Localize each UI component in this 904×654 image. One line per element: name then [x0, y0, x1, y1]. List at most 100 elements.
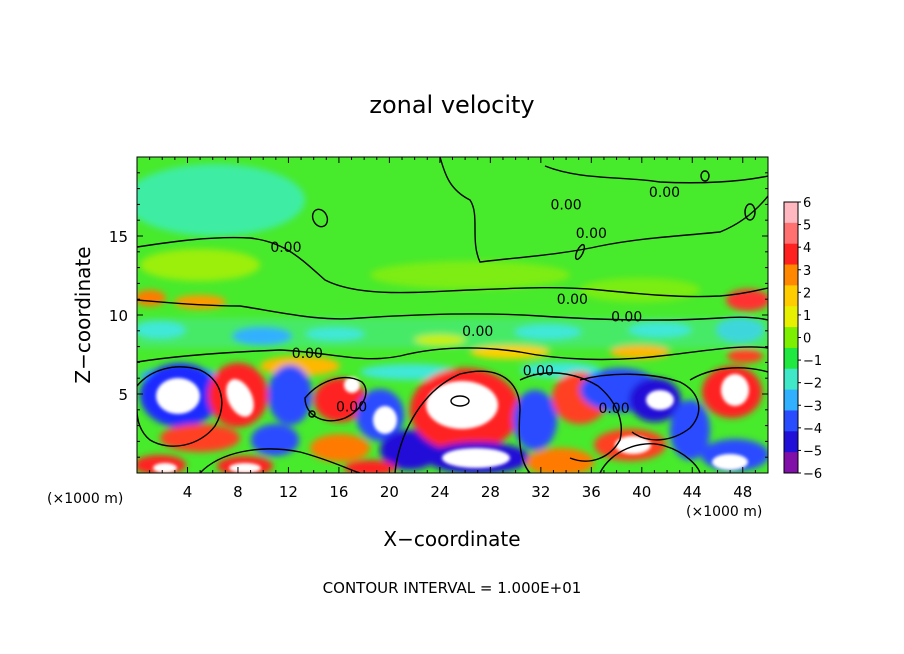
- contour-line: [744, 203, 756, 221]
- colorbar-label: −4: [803, 422, 822, 437]
- contour-line: [311, 208, 329, 228]
- field-blob: [310, 434, 370, 462]
- field-blob: [344, 460, 396, 473]
- colorbar-label: 1: [803, 309, 811, 324]
- y-axis: 5 10 15: [109, 172, 768, 458]
- x-tick-label: 40: [632, 483, 651, 501]
- colorbar-swatch: [784, 452, 798, 474]
- colorbar-swatch: [784, 222, 798, 245]
- contour-line: [137, 366, 223, 447]
- contour-line: [700, 170, 710, 182]
- field-core: [373, 406, 397, 434]
- colorbar-label: −6: [803, 467, 822, 482]
- colorbar-label: 6: [803, 196, 811, 211]
- field-blob: [137, 321, 186, 339]
- x-tick-label: 44: [683, 483, 702, 501]
- field-core: [712, 454, 748, 470]
- contour-label: 0.00: [550, 197, 581, 213]
- field-blob: [513, 390, 557, 450]
- field-blob: [727, 349, 763, 363]
- colorbar: 6 5 4 3 2 1 0 −1 −2 −3 −4 −5 −6: [783, 196, 822, 482]
- field-core: [226, 379, 254, 417]
- x-tick-label: 8: [233, 483, 243, 501]
- x-tick-label: 20: [380, 483, 399, 501]
- field-blob: [610, 345, 670, 359]
- field-blob: [414, 334, 466, 346]
- colorbar-label: −1: [803, 354, 822, 369]
- colorbar-label: −3: [803, 399, 822, 414]
- field-blob: [380, 430, 440, 470]
- colorbar-swatch: [784, 306, 798, 328]
- colorbar-swatch: [784, 243, 798, 266]
- colorbar-swatch: [784, 431, 798, 453]
- x-tick-label: 32: [531, 483, 550, 501]
- contour-label: 0.00: [523, 363, 554, 379]
- field-blob: [470, 345, 550, 359]
- field-core: [153, 463, 177, 473]
- contour-line: [574, 243, 586, 261]
- y-tick-label: 10: [109, 307, 128, 325]
- field-blob: [140, 249, 260, 281]
- contour-label: 0.00: [576, 226, 607, 242]
- contour-line: [308, 410, 316, 418]
- field-blob: [160, 424, 240, 452]
- contour-line: [137, 299, 768, 321]
- x-unit-label: (×1000 m): [47, 491, 123, 507]
- x-tick-label: 4: [183, 483, 193, 501]
- colorbar-label: −5: [803, 444, 822, 459]
- contour-line: [689, 367, 768, 381]
- x-tick-label: 28: [481, 483, 500, 501]
- contour-label: 0.00: [611, 310, 642, 326]
- contour-label: 0.00: [462, 324, 493, 340]
- colorbar-swatch: [784, 202, 798, 224]
- contour-label: 0.00: [270, 240, 301, 256]
- field-blob: [670, 400, 710, 460]
- field-blob: [628, 322, 692, 338]
- field-blob: [526, 448, 594, 473]
- colorbar-label: −2: [803, 377, 822, 392]
- field-core: [426, 381, 498, 429]
- contour-line: [579, 373, 700, 441]
- contour-label: 0.00: [557, 292, 588, 308]
- contour-line: [137, 236, 768, 298]
- field-core: [344, 377, 360, 393]
- colorbar-swatch: [784, 347, 798, 370]
- y-axis-label: Z−coordinate: [71, 246, 95, 383]
- contour-label: 0.00: [336, 400, 367, 416]
- contour-line: [199, 448, 361, 473]
- colorbar-label: 5: [803, 219, 811, 234]
- contour-interval-note: CONTOUR INTERVAL = 1.000E+01: [323, 579, 582, 597]
- field-core: [646, 390, 674, 410]
- colorbar-swatch: [784, 368, 798, 391]
- contour-label: 0.00: [598, 401, 629, 417]
- x-tick-label: 48: [733, 483, 752, 501]
- field-blob: [268, 365, 312, 425]
- contour-line: [519, 372, 622, 462]
- colorbar-label: 0: [803, 332, 811, 347]
- x-tick-label: 36: [582, 483, 601, 501]
- x-axis: 4 8 12 16 20 24 28 32 36 40 44 48: [149, 157, 756, 501]
- contour-label: 0.00: [292, 346, 323, 362]
- field-blob: [137, 290, 166, 306]
- field-blob: [232, 327, 292, 345]
- contour-line: [544, 165, 768, 184]
- contour-line: [394, 370, 531, 473]
- field-blob: [174, 295, 226, 309]
- field-blob: [370, 261, 570, 289]
- chart-title: zonal velocity: [369, 91, 534, 119]
- colorbar-swatch: [784, 389, 798, 411]
- contour-labels: 0.00 0.00 0.00 0.00 0.00 0.00 0.00 0.00 0.00 0.00…: [270, 185, 680, 417]
- contour-line: [304, 377, 367, 422]
- colorbar-swatch: [784, 285, 798, 307]
- contour-label: 0.00: [649, 185, 680, 201]
- field-blob: [514, 324, 582, 340]
- contour-line: [137, 346, 768, 363]
- field-blob: [251, 424, 299, 456]
- field-blob: [305, 327, 365, 341]
- field-core: [156, 378, 200, 414]
- colorbar-swatch: [784, 327, 798, 349]
- x-axis-label: X−coordinate: [383, 527, 520, 551]
- x-tick-label: 12: [279, 483, 298, 501]
- colorbar-label: 2: [803, 286, 811, 301]
